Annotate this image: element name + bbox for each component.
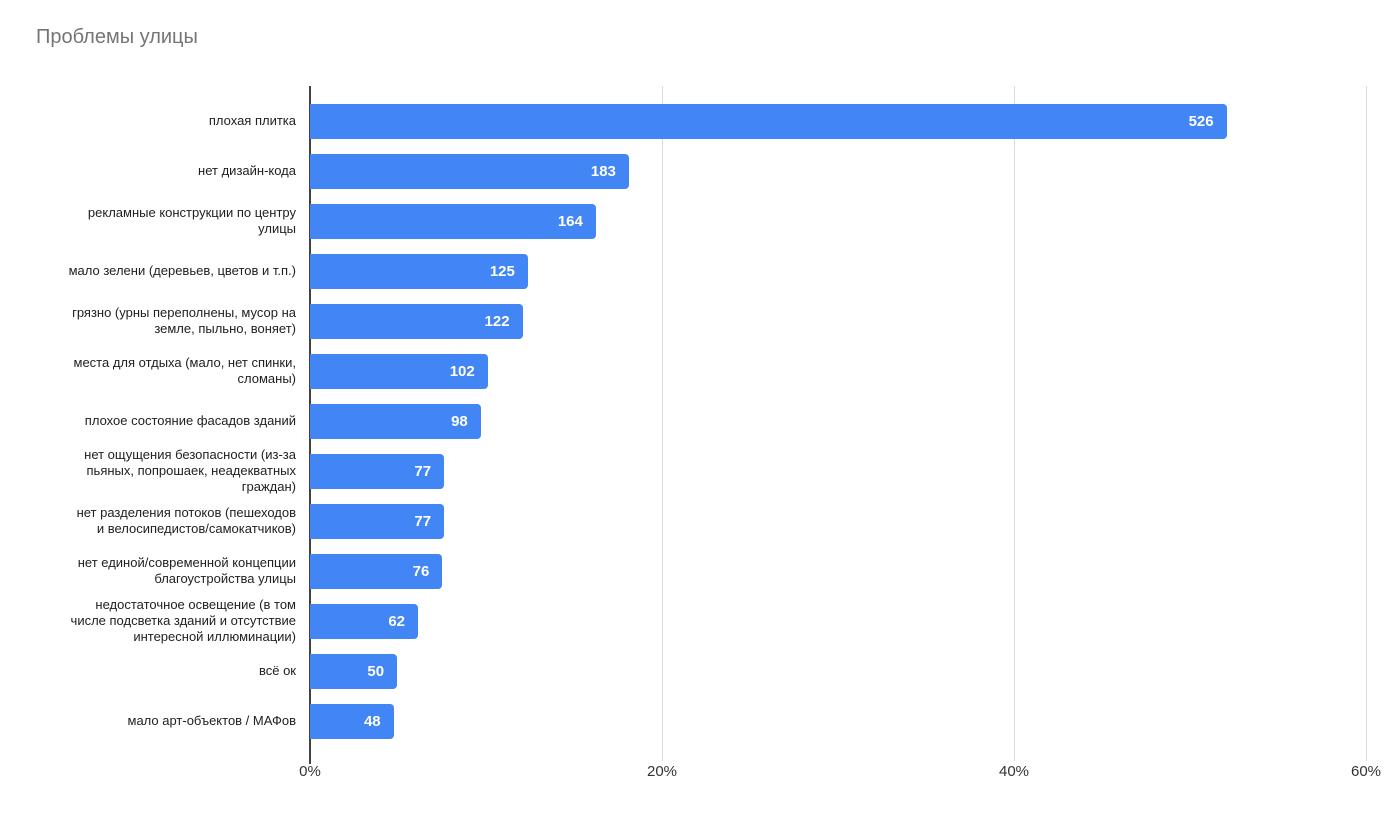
- category-label: плохое состояние фасадов зданий: [84, 413, 296, 428]
- bar-value-label: 48: [363, 712, 381, 730]
- category-label: нет ощущения безопасности (из-за пьяных,…: [84, 447, 296, 494]
- bar[interactable]: 183: [310, 153, 629, 189]
- chart-title: Проблемы улицы: [36, 26, 198, 48]
- bar[interactable]: 77: [310, 453, 445, 489]
- bar-area: 164: [310, 203, 1366, 239]
- bar-value-label: 122: [484, 312, 510, 330]
- category-label: плохая плитка: [208, 113, 296, 128]
- bar[interactable]: 76: [310, 553, 443, 589]
- bar-area: 125: [310, 253, 1366, 289]
- bar-area: 183: [310, 153, 1366, 189]
- bar-value-label: 76: [412, 562, 430, 580]
- bar-value-label: 164: [557, 212, 583, 230]
- bar-area: 77: [310, 503, 1366, 539]
- bar-value-label: 98: [451, 412, 468, 430]
- chart-row: нет единой/современной концепции благоус…: [0, 546, 1366, 596]
- x-axis-tick-label: 40%: [998, 763, 1030, 780]
- category-label: рекламные конструкции по центру улицы: [87, 205, 296, 236]
- gridline: [1014, 86, 1015, 761]
- gridline: [1366, 86, 1367, 761]
- chart-row: недостаточное освещение (в том числе под…: [0, 596, 1366, 646]
- bar-value-label: 526: [1188, 112, 1214, 130]
- bar-value-label: 50: [367, 662, 385, 680]
- category-label: места для отдыха (мало, нет спинки, слом…: [73, 355, 297, 386]
- category-label: мало арт-объектов / МАФов: [127, 713, 297, 728]
- bar-value-label: 77: [414, 512, 432, 530]
- category-label: недостаточное освещение (в том числе под…: [70, 597, 296, 644]
- chart-row: плохая плитка 526: [0, 96, 1366, 146]
- bar-area: 50: [310, 653, 1366, 689]
- bar-area: 62: [310, 603, 1366, 639]
- chart-row: мало зелени (деревьев, цветов и т.п.) 125: [0, 246, 1366, 296]
- bar[interactable]: 122: [310, 303, 523, 339]
- category-label: всё ок: [258, 663, 296, 678]
- bar-area: 122: [310, 303, 1366, 339]
- bar-value-label: 125: [489, 262, 515, 280]
- chart-row: нет ощущения безопасности (из-за пьяных,…: [0, 446, 1366, 496]
- bar[interactable]: 102: [310, 353, 488, 389]
- bar-area: 48: [310, 703, 1366, 739]
- x-axis-tick-label: 0%: [299, 763, 321, 780]
- bar[interactable]: 62: [310, 603, 419, 639]
- bar[interactable]: 526: [310, 103, 1227, 139]
- bar[interactable]: 48: [310, 703, 394, 739]
- bar-value-label: 102: [449, 362, 475, 380]
- category-label: грязно (урны переполнены, мусор на земле…: [72, 305, 296, 336]
- bar[interactable]: 98: [310, 403, 481, 439]
- x-axis: 0% 20% 40% 60%: [299, 763, 1381, 785]
- x-axis-tick-label: 20%: [646, 763, 678, 780]
- gridline: [662, 86, 663, 761]
- chart-row: всё ок 50: [0, 646, 1366, 696]
- chart-row: грязно (урны переполнены, мусор на земле…: [0, 296, 1366, 346]
- bar[interactable]: 77: [310, 503, 445, 539]
- bar-area: 98: [310, 403, 1366, 439]
- category-label: мало зелени (деревьев, цветов и т.п.): [68, 263, 296, 278]
- bar-area: 102: [310, 353, 1366, 389]
- bar-area: 526: [310, 103, 1366, 139]
- bar-area: 77: [310, 453, 1366, 489]
- chart-row: плохое состояние фасадов зданий 98: [0, 396, 1366, 446]
- chart-row: нет разделения потоков (пешеходов и вело…: [0, 496, 1366, 546]
- bar-value-label: 77: [414, 462, 432, 480]
- category-label: нет единой/современной концепции благоус…: [77, 555, 296, 586]
- bar-rows: плохая плитка 526 нет дизайн-кода 183 реклам…: [0, 96, 1366, 746]
- bar-value-label: 62: [388, 612, 406, 630]
- x-axis-tick-label: 60%: [1350, 763, 1382, 780]
- bar[interactable]: 50: [310, 653, 398, 689]
- chart-row: нет дизайн-кода 183: [0, 146, 1366, 196]
- category-label: нет дизайн-кода: [198, 163, 296, 178]
- bar[interactable]: 125: [310, 253, 528, 289]
- category-label: нет разделения потоков (пешеходов и вело…: [76, 505, 296, 536]
- chart-row: места для отдыха (мало, нет спинки, слом…: [0, 346, 1366, 396]
- bar[interactable]: 164: [310, 203, 596, 239]
- chart-row: мало арт-объектов / МАФов 48: [0, 696, 1366, 746]
- bar-value-label: 183: [590, 162, 616, 180]
- bar-area: 76: [310, 553, 1366, 589]
- chart-row: рекламные конструкции по центру улицы 164: [0, 196, 1366, 246]
